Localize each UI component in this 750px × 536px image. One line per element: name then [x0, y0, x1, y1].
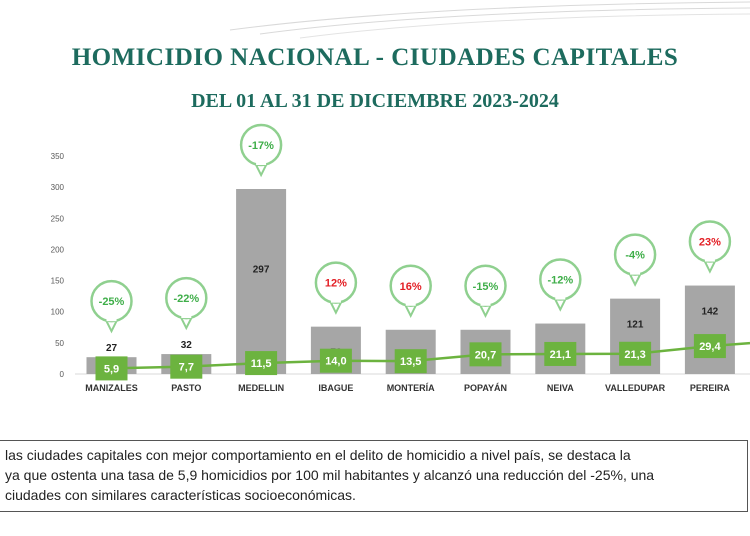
note-line: ya que ostenta una tasa de 5,9 homicidio…: [5, 467, 655, 483]
bubble-joint: [256, 159, 267, 166]
category-label: MONTERÍA: [387, 383, 435, 393]
rate-box: [95, 356, 128, 381]
change-label: -22%: [173, 293, 199, 305]
bubble-joint: [630, 268, 641, 275]
change-label: -15%: [473, 281, 499, 293]
chart-subtitle: DEL 01 AL 31 DE DICIEMBRE 2023-2024: [191, 90, 559, 112]
rate-label: 5,9: [104, 363, 119, 375]
rate-label: 7,7: [179, 362, 194, 374]
y-tick-label: 300: [51, 183, 65, 192]
bar-value-label: 27: [106, 343, 118, 354]
rate-box: [394, 349, 427, 374]
category-label: POPAYÁN: [464, 383, 507, 393]
bar-value-label: 32: [181, 340, 193, 351]
change-label: -4%: [625, 250, 645, 262]
bubble-joint: [330, 296, 341, 303]
y-tick-label: 100: [51, 308, 65, 317]
rate-box: [319, 348, 352, 373]
note-line: ciudades con similares características s…: [5, 487, 356, 503]
category-label: NEIVA: [547, 383, 574, 393]
bubble-joint: [106, 315, 117, 322]
y-tick-label: 0: [60, 370, 65, 379]
change-label: 23%: [699, 237, 721, 249]
y-tick-label: 200: [51, 245, 65, 254]
category-label: IBAGUE: [318, 383, 353, 393]
rate-box: [245, 351, 278, 376]
rate-box: [544, 341, 577, 366]
category-label: MANIZALES: [85, 383, 138, 393]
rate-label: 13,5: [400, 356, 421, 368]
category-label: PEREIRA: [690, 383, 731, 393]
chart-title: HOMICIDIO NACIONAL - CIUDADES CAPITALES: [71, 44, 679, 71]
change-label: -25%: [99, 296, 125, 308]
y-tick-label: 250: [51, 214, 65, 223]
rate-label: 21,3: [624, 349, 645, 361]
rate-line: [111, 341, 750, 370]
rate-label: 14,0: [325, 356, 346, 368]
rate-label: 29,4: [699, 341, 721, 353]
change-label: -17%: [248, 140, 274, 152]
y-tick-label: 50: [55, 339, 64, 348]
rate-box: [693, 334, 726, 359]
note-line: las ciudades capitales con mejor comport…: [5, 447, 631, 463]
rate-box: [170, 354, 203, 379]
bubble-joint: [405, 299, 416, 306]
rate-label: 20,7: [475, 349, 496, 361]
bar-value-label: 121: [627, 320, 644, 331]
decorative-lines: [229, 1, 750, 39]
rate-label: 21,1: [550, 349, 571, 361]
homicide-chart: 0 50 100 150 200 250 300 350 27 5,9 MANIZALES -25% 3…: [51, 123, 750, 393]
change-label: 16%: [400, 281, 422, 293]
category-label: VALLEDUPAR: [605, 383, 666, 393]
y-tick-label: 350: [51, 152, 65, 161]
category-label: PASTO: [171, 383, 201, 393]
category-label: MEDELLIN: [238, 383, 284, 393]
bubble-joint: [480, 299, 491, 306]
note-box: las ciudades capitales con mejor comport…: [0, 440, 748, 512]
bar-value-label: 142: [702, 307, 719, 318]
bar: [684, 285, 735, 374]
rate-box: [619, 341, 652, 366]
rate-label: 11,5: [251, 358, 272, 370]
rate-box: [469, 342, 502, 367]
change-label: 12%: [325, 278, 347, 290]
bar-value-label: 297: [253, 264, 270, 275]
y-tick-label: 150: [51, 277, 65, 286]
bar: [236, 189, 287, 374]
change-label: -12%: [547, 275, 573, 287]
bubble-joint: [555, 293, 566, 300]
bubble-joint: [181, 312, 192, 319]
bubble-joint: [704, 255, 715, 262]
